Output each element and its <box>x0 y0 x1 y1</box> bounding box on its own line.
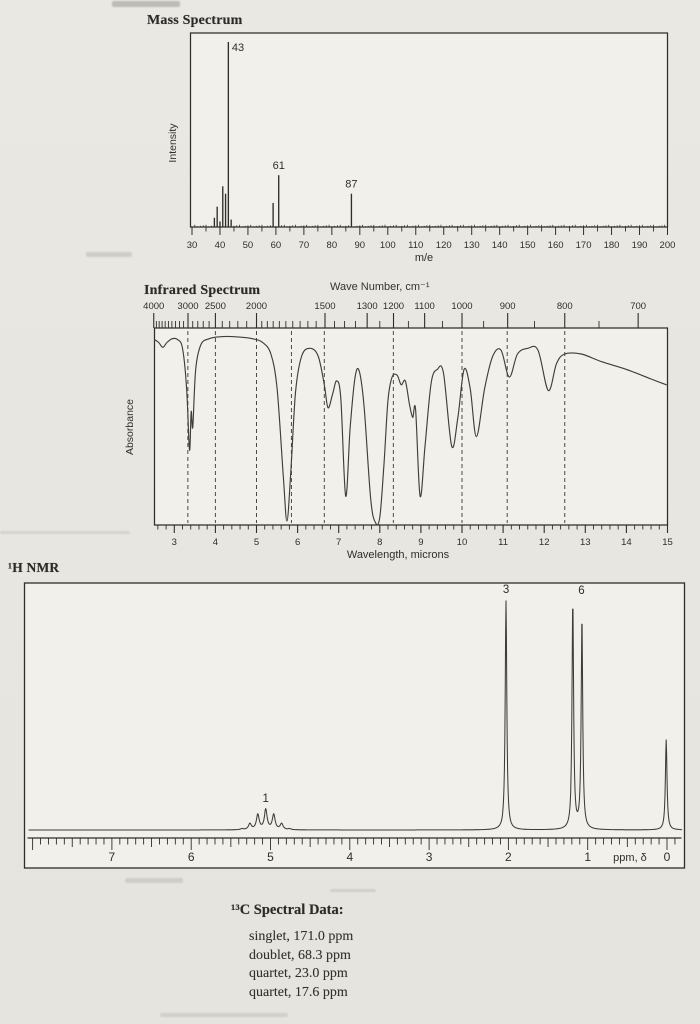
ir-wavenumber-tick-label: 2500 <box>205 301 226 312</box>
h-nmr-plot: 7 6 5 4 3 2 1 0 ppm, δ 1 3 6 <box>23 582 686 869</box>
ms-peak-label: 87 <box>345 179 357 191</box>
ms-tick-label: 160 <box>548 240 564 251</box>
wavenumber-axis-label: Wave Number, cm⁻¹ <box>330 281 430 293</box>
ms-tick-label: 200 <box>660 240 676 251</box>
nmr-integration-label: 1 <box>263 793 269 805</box>
ir-yaxis-label: Absorbance <box>124 399 136 455</box>
ms-tick-label: 130 <box>464 240 480 251</box>
ms-plot-box <box>189 32 669 228</box>
nmr-tick-label: 1 <box>584 850 591 864</box>
ir-micron-tick-label: 14 <box>621 537 632 548</box>
ir-micron-tick-label: 5 <box>254 537 259 548</box>
ir-wavenumber-tick-label: 1500 <box>314 301 335 312</box>
ir-wavenumber-tick-label: 3000 <box>177 301 198 312</box>
ir-wavenumber-tick-label: 900 <box>500 301 516 312</box>
c13-line: singlet, 171.0 ppm <box>249 929 354 944</box>
ir-micron-tick-label: 7 <box>336 537 341 548</box>
ir-micron-tick-label: 4 <box>213 537 218 548</box>
ms-peak-label: 61 <box>273 160 285 172</box>
ms-tick-label: 140 <box>492 240 508 251</box>
ir-micron-tick-label: 10 <box>457 537 468 548</box>
ir-wavenumber-tick-label: 700 <box>630 301 646 312</box>
ir-micron-tick-label: 3 <box>172 537 177 548</box>
nmr-tick-label: 2 <box>505 850 512 864</box>
ir-micron-tick-label: 13 <box>580 537 591 548</box>
ir-micron-tick-label: 9 <box>418 537 423 548</box>
ir-micron-tick-label: 8 <box>377 537 382 548</box>
ir-wavenumber-tick-label: 4000 <box>143 301 164 312</box>
nmr-xaxis-label: ppm, δ <box>613 852 647 864</box>
nmr-integration-label: 3 <box>503 584 509 596</box>
ms-tick-label: 150 <box>520 240 536 251</box>
ir-wavenumber-tick-label: 1300 <box>357 301 378 312</box>
ms-tick-label: 70 <box>299 240 310 251</box>
ms-tick-label: 120 <box>436 240 452 251</box>
ir-wavenumber-tick-label: 1000 <box>451 301 472 312</box>
ir-wavenumber-tick-label: 2000 <box>246 301 267 312</box>
ir-wavenumber-tick-label: 1200 <box>383 301 404 312</box>
infrared-spectrum-title: Infrared Spectrum <box>144 283 261 298</box>
scan-artifact <box>125 878 183 883</box>
ms-tick-label: 110 <box>408 240 423 251</box>
nmr-tick-label: 3 <box>426 850 433 864</box>
ir-wavenumber-tick-label: 800 <box>557 301 573 312</box>
nmr-tick-label: 0 <box>664 850 671 864</box>
c13-line: quartet, 17.6 ppm <box>249 984 348 1000</box>
nmr-tick-label: 4 <box>346 850 353 864</box>
ms-tick-label: 80 <box>327 240 338 251</box>
nmr-plot-box <box>23 582 686 869</box>
ms-tick-label: 30 <box>187 240 198 251</box>
ms-tick-label: 180 <box>604 240 620 251</box>
ms-tick-label: 190 <box>632 240 648 251</box>
mass-spectrum-plot: 43 61 87 30 40 50 60 70 80 90 100 110 120 130 140 150 16… <box>167 32 676 264</box>
ir-xaxis-label: Wavelength, microns <box>347 549 450 561</box>
ir-curve <box>154 335 667 526</box>
nmr-curve <box>28 600 683 831</box>
c13-heading: ¹³C Spectral Data: <box>231 902 344 918</box>
ms-tick-label: 40 <box>215 240 226 251</box>
ms-tick-label: 100 <box>380 240 396 251</box>
nmr-integration-label: 6 <box>578 585 584 597</box>
ir-micron-tick-label: 6 <box>295 537 300 548</box>
mass-spectrum-title: Mass Spectrum <box>147 13 243 28</box>
ms-yaxis-label: Intensity <box>167 123 179 163</box>
ms-xaxis-label: m/e <box>415 252 433 264</box>
ms-tick-label: 170 <box>576 240 592 251</box>
ms-tick-label: 60 <box>271 240 282 251</box>
ir-micron-tick-label: 11 <box>498 537 508 548</box>
scan-artifact <box>86 252 132 257</box>
ir-micron-tick-label: 15 <box>662 537 673 548</box>
nmr-tick-label: 5 <box>267 850 274 864</box>
scan-artifact <box>0 531 130 534</box>
scan-artifact <box>330 889 376 892</box>
ir-wavenumber-tick-label: 1100 <box>414 301 434 312</box>
c13-line: doublet, 68.3 ppm <box>249 947 351 963</box>
c13-line: quartet, 23.0 ppm <box>249 966 348 981</box>
ir-micron-tick-label: 12 <box>539 537 550 548</box>
infrared-spectrum-plot: 4000 3000 2500 2000 1500 1300 1200 1100 1000 900 8… <box>124 301 673 561</box>
scan-artifact <box>160 1013 288 1017</box>
nmr-tick-label: 7 <box>109 850 116 864</box>
scan-artifact <box>112 1 180 7</box>
c13-spectral-data: singlet, 171.0 ppm doublet, 68.3 ppm qua… <box>249 928 353 1002</box>
ms-tick-label: 90 <box>355 240 366 251</box>
ms-tick-label: 50 <box>243 240 254 251</box>
nmr-tick-label: 6 <box>188 850 195 864</box>
ir-plot-box <box>153 327 669 526</box>
h-nmr-title: ¹H NMR <box>8 560 60 575</box>
ms-peak-label: 43 <box>232 42 244 54</box>
